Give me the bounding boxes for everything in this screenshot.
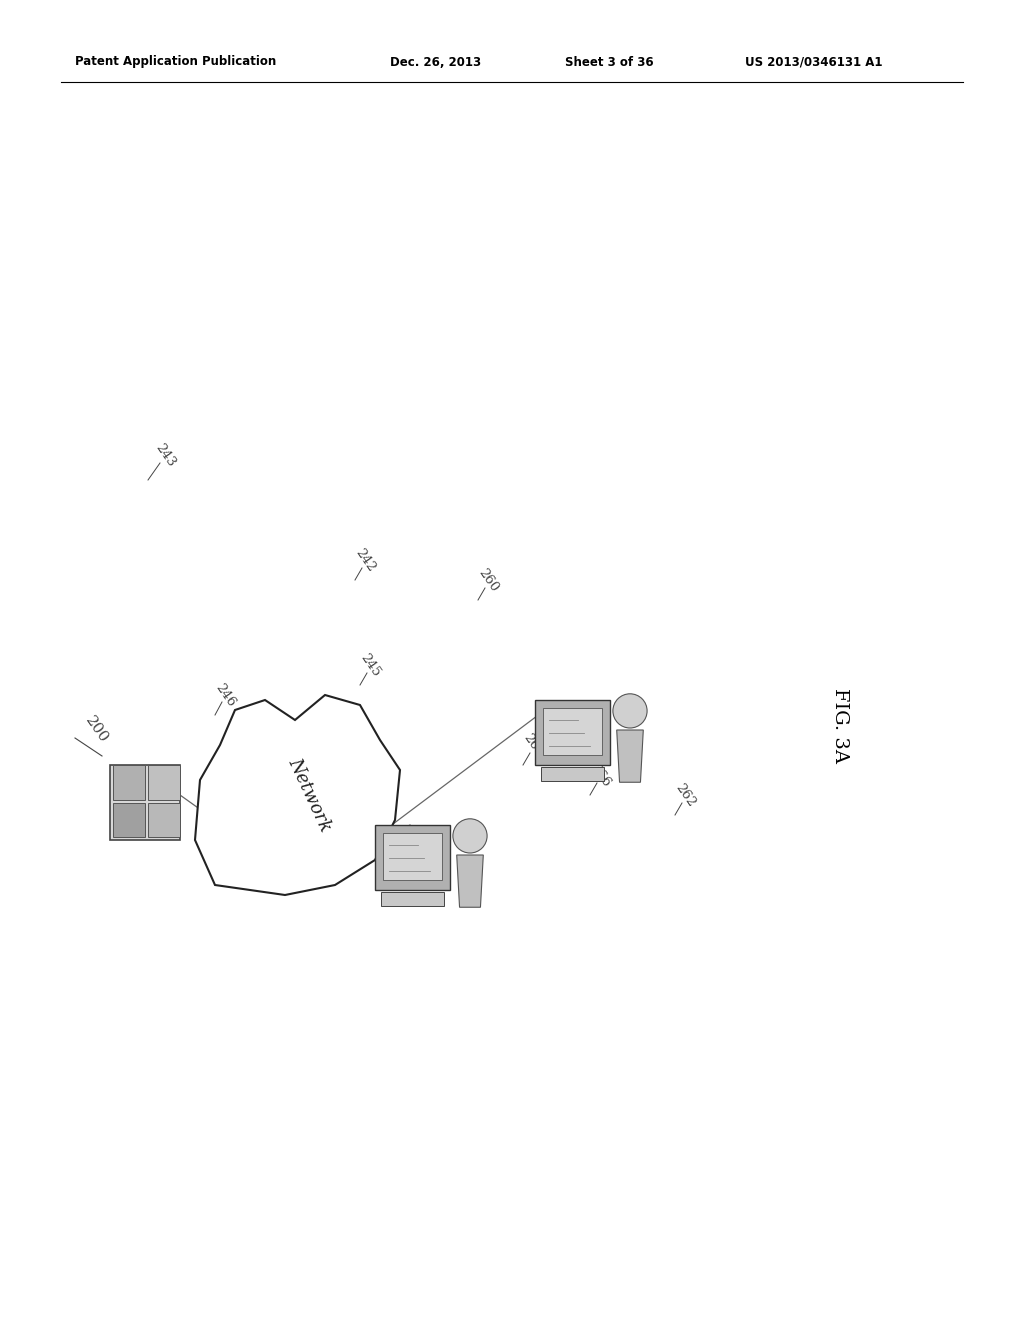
Text: US 2013/0346131 A1: US 2013/0346131 A1	[745, 55, 883, 69]
Text: 262: 262	[673, 781, 697, 809]
Text: 200: 200	[82, 714, 111, 746]
FancyBboxPatch shape	[113, 803, 145, 837]
Text: 246: 246	[212, 681, 238, 709]
Text: 242: 242	[352, 546, 378, 574]
FancyBboxPatch shape	[544, 709, 602, 755]
Text: 245: 245	[357, 651, 383, 678]
Text: 243: 243	[153, 441, 177, 469]
PathPatch shape	[195, 696, 400, 895]
FancyBboxPatch shape	[113, 766, 145, 800]
Text: 244: 244	[293, 758, 317, 785]
Circle shape	[453, 818, 487, 853]
FancyBboxPatch shape	[147, 766, 180, 800]
FancyBboxPatch shape	[381, 892, 444, 907]
Text: FIG. 3A: FIG. 3A	[831, 688, 849, 763]
Polygon shape	[616, 730, 643, 783]
FancyBboxPatch shape	[541, 767, 604, 781]
FancyBboxPatch shape	[110, 766, 180, 840]
Text: Patent Application Publication: Patent Application Publication	[75, 55, 276, 69]
FancyBboxPatch shape	[147, 803, 180, 837]
Text: 264: 264	[520, 731, 546, 759]
Polygon shape	[457, 855, 483, 907]
Text: Sheet 3 of 36: Sheet 3 of 36	[565, 55, 653, 69]
FancyBboxPatch shape	[383, 833, 441, 880]
Text: 266: 266	[588, 760, 612, 789]
Circle shape	[613, 694, 647, 729]
Text: Network: Network	[285, 755, 335, 834]
FancyBboxPatch shape	[375, 825, 450, 890]
Text: Dec. 26, 2013: Dec. 26, 2013	[390, 55, 481, 69]
Text: 260: 260	[475, 566, 501, 594]
FancyBboxPatch shape	[535, 700, 610, 766]
